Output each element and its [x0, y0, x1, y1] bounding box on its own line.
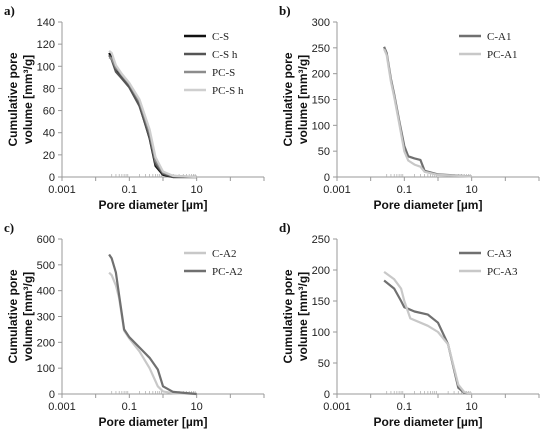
- y-tick-label: 200: [312, 265, 330, 277]
- y-tick-label: 100: [312, 120, 330, 132]
- y-axis-title-line: volume [mm³/g]: [21, 272, 35, 361]
- legend-label: C-S h: [212, 49, 238, 61]
- series-line-PC-S-h: [108, 49, 197, 179]
- y-tick-label: 50: [318, 358, 330, 370]
- y-tick-label: 600: [37, 234, 55, 246]
- y-tick-label: 250: [312, 43, 330, 55]
- y-tick-label: 100: [37, 363, 55, 375]
- legend-label: PC-A1: [487, 49, 518, 61]
- x-axis-title: Pore diameter [µm]: [99, 198, 208, 212]
- y-axis-title-line: Cumulative pore: [281, 269, 295, 363]
- series-line-C-S: [108, 52, 197, 179]
- legend-label: PC-S h: [212, 85, 244, 97]
- y-axis-title-line: volume [mm³/g]: [296, 55, 310, 144]
- panel-label: b): [279, 3, 291, 18]
- x-tick-label: 0.1: [397, 184, 412, 196]
- series-line-PC-A3: [383, 271, 472, 396]
- y-tick-label: 100: [37, 61, 55, 73]
- panel-label: a): [4, 3, 15, 18]
- x-tick-label: 10: [466, 184, 478, 196]
- x-tick-label: 10: [191, 401, 203, 413]
- legend-label: C-A2: [212, 248, 236, 260]
- y-tick-label: 0: [324, 389, 330, 401]
- y-tick-label: 250: [312, 234, 330, 246]
- legend-label: PC-A3: [487, 266, 518, 278]
- x-tick-label: 0.1: [122, 401, 137, 413]
- y-axis-title-line: Cumulative pore: [6, 52, 20, 146]
- y-tick-label: 20: [43, 150, 55, 162]
- x-axis-title: Pore diameter [µm]: [374, 415, 483, 429]
- series-line-PC-A1: [383, 48, 472, 178]
- legend-label: C-A3: [487, 248, 512, 260]
- y-tick-label: 300: [312, 17, 330, 29]
- chart-svg-b: b) 0 50 100 150 200 250 300 0.001 0.1 10 Pore diame…: [279, 3, 540, 212]
- chart-svg-a: a) 0 20 40 60 80 100 120 140 0.001 0.1 10 Pore diame…: [4, 3, 265, 212]
- y-tick-label: 400: [37, 286, 55, 298]
- x-tick-label: 0.001: [323, 401, 351, 413]
- y-axis-title: Cumulative porevolume [mm³/g]: [6, 52, 35, 146]
- y-tick-label: 50: [318, 146, 330, 158]
- y-tick-label: 500: [37, 260, 55, 272]
- y-axis-title-line: volume [mm³/g]: [21, 55, 35, 144]
- panel-label: c): [4, 220, 14, 235]
- y-axis-title-line: Cumulative pore: [6, 269, 20, 363]
- legend-label: PC-S: [212, 67, 235, 79]
- x-axis-title: Pore diameter [µm]: [99, 415, 208, 429]
- x-tick-label: 10: [191, 184, 203, 196]
- y-tick-label: 140: [37, 17, 55, 29]
- y-tick-label: 80: [43, 83, 55, 95]
- panel-label: d): [279, 220, 291, 235]
- series-line-C-A2: [108, 271, 197, 396]
- chart-panel-b: b) 0 50 100 150 200 250 300 0.001 0.1 10 Pore diame…: [275, 0, 550, 217]
- y-tick-label: 40: [43, 128, 55, 140]
- legend-label: C-S: [212, 31, 229, 43]
- y-tick-label: 0: [49, 172, 55, 184]
- y-tick-label: 60: [43, 106, 55, 118]
- y-tick-label: 0: [49, 389, 55, 401]
- chart-panel-c: c) 0 100 200 300 400 500 600 0.001 0.1 10 Pore diam…: [0, 217, 275, 434]
- y-tick-label: 150: [312, 296, 330, 308]
- y-axis-title: Cumulative porevolume [mm³/g]: [6, 269, 35, 363]
- legend-label: PC-A2: [212, 266, 243, 278]
- y-tick-label: 150: [312, 95, 330, 107]
- chart-panel-a: a) 0 20 40 60 80 100 120 140 0.001 0.1 10 Pore diame…: [0, 0, 275, 217]
- series-line-PC-A2: [108, 253, 197, 396]
- x-tick-label: 0.001: [48, 184, 76, 196]
- y-tick-label: 120: [37, 39, 55, 51]
- y-axis-title: Cumulative porevolume [mm³/g]: [281, 269, 310, 363]
- x-axis-title: Pore diameter [µm]: [374, 198, 483, 212]
- y-axis-title-line: Cumulative pore: [281, 52, 295, 146]
- x-tick-label: 0.1: [122, 184, 137, 196]
- y-axis-title: Cumulative porevolume [mm³/g]: [281, 52, 310, 146]
- y-axis-title-line: volume [mm³/g]: [296, 272, 310, 361]
- y-tick-label: 200: [37, 337, 55, 349]
- y-tick-label: 0: [324, 172, 330, 184]
- x-tick-label: 10: [466, 401, 478, 413]
- chart-svg-c: c) 0 100 200 300 400 500 600 0.001 0.1 10 Pore diam…: [4, 220, 265, 429]
- y-tick-label: 300: [37, 312, 55, 324]
- x-tick-label: 0.001: [323, 184, 351, 196]
- series-line-C-A3: [383, 279, 472, 396]
- chart-svg-d: d) 0 50 100 150 200 250 0.001 0.1 10 Pore diameter…: [279, 220, 540, 429]
- legend-label: C-A1: [487, 31, 511, 43]
- x-tick-label: 0.001: [48, 401, 76, 413]
- y-tick-label: 100: [312, 327, 330, 339]
- chart-panel-d: d) 0 50 100 150 200 250 0.001 0.1 10 Pore diameter…: [275, 217, 550, 434]
- y-tick-label: 200: [312, 69, 330, 81]
- x-tick-label: 0.1: [397, 401, 412, 413]
